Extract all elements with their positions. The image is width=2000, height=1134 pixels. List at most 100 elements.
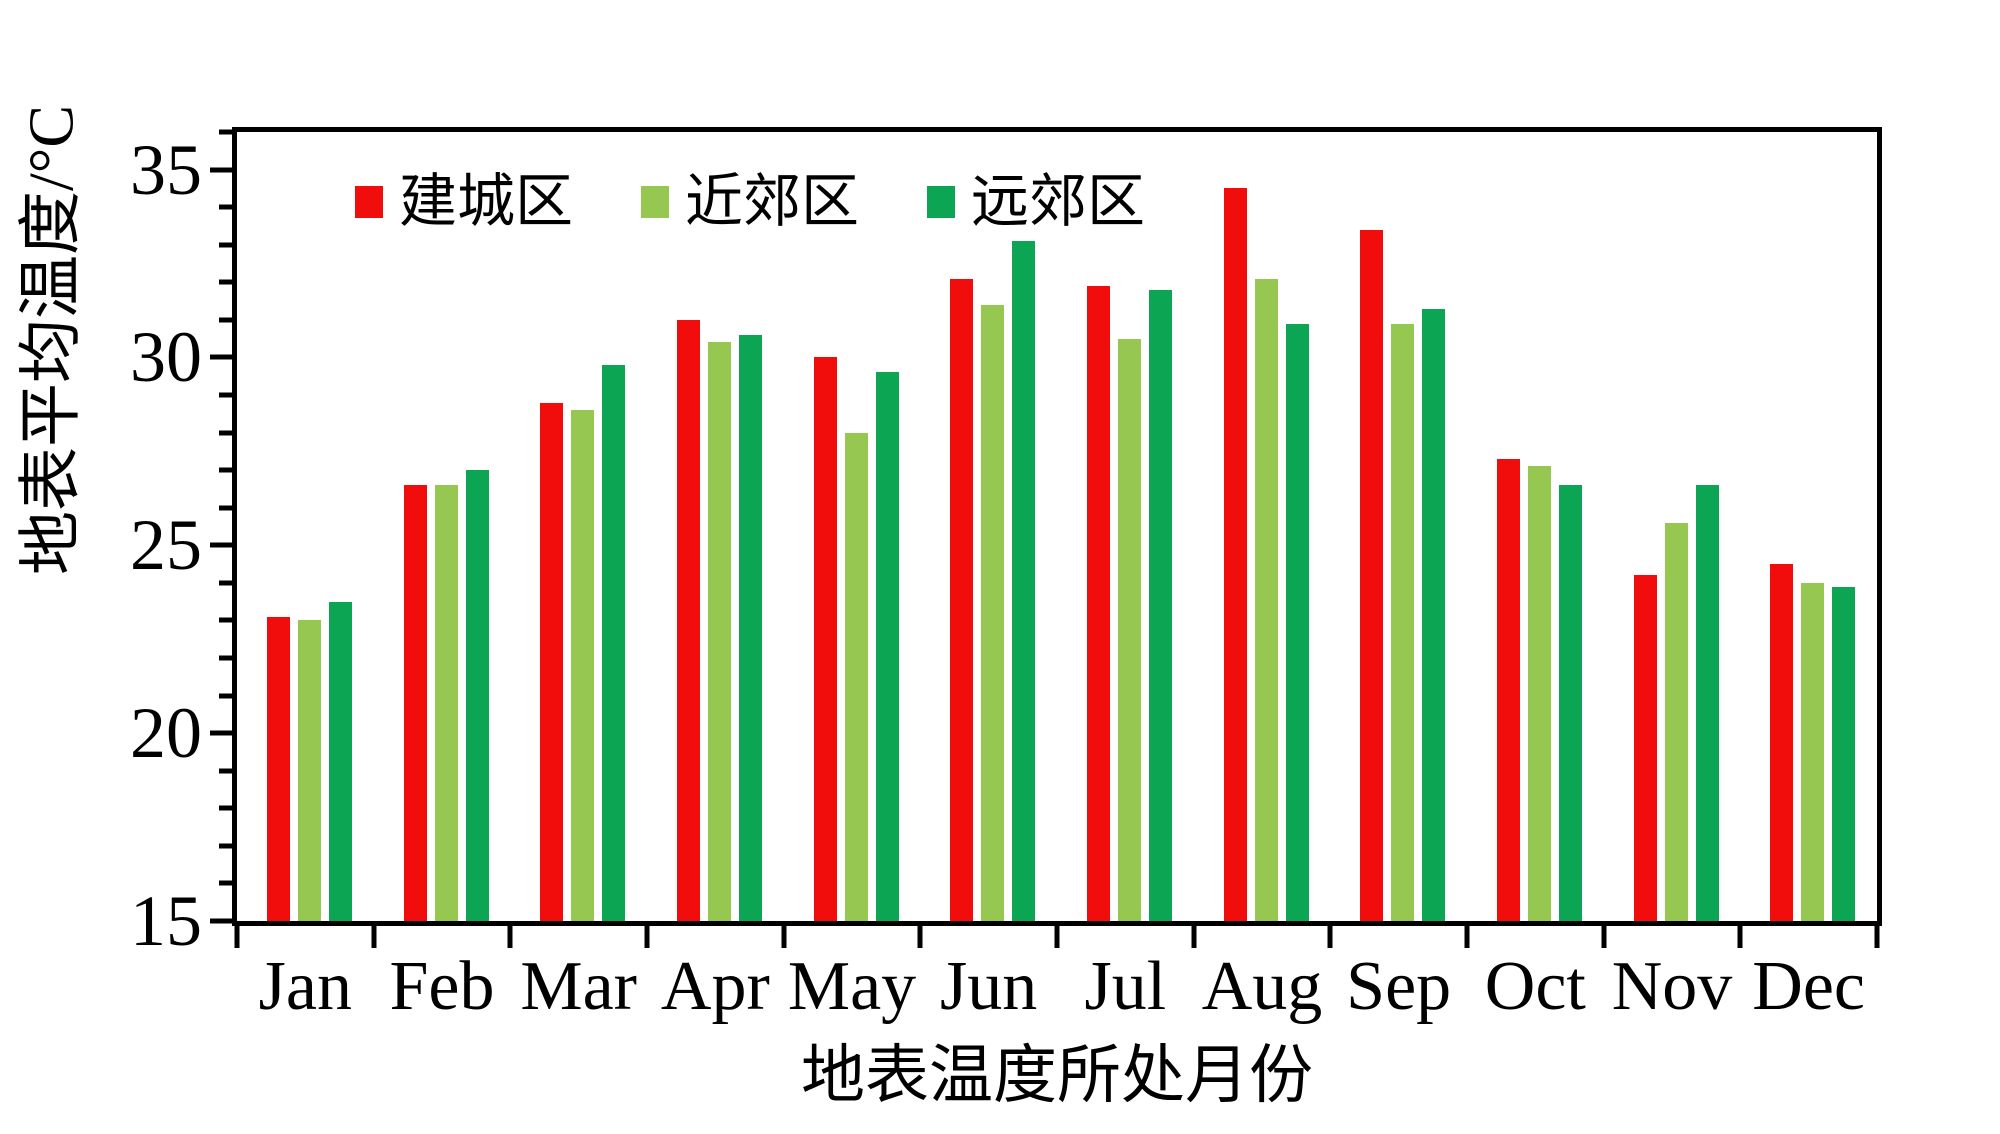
x-tick-0	[234, 926, 240, 948]
bar-jul-series1	[1087, 286, 1110, 921]
y-minor-tick-27	[219, 467, 232, 473]
y-major-tick-15	[210, 918, 232, 924]
month-label-sep: Sep	[1346, 948, 1452, 1025]
month-label-apr: Apr	[660, 948, 770, 1025]
bar-mar-series3	[602, 364, 626, 921]
legend-label-series2: 近郊区	[685, 169, 860, 234]
month-label-jun: Jun	[940, 948, 1038, 1025]
ytick-label-20: 20	[130, 693, 202, 774]
bar-feb-series1	[403, 485, 427, 921]
bar-jan-series3	[329, 601, 352, 921]
month-label-nov: Nov	[1611, 948, 1733, 1025]
bar-oct-series3	[1559, 485, 1582, 921]
month-label-jan: Jan	[258, 948, 352, 1025]
bar-mar-series1	[540, 402, 564, 921]
bar-feb-series2	[434, 485, 458, 921]
x-tick-10	[1601, 926, 1607, 948]
ytick-label-25: 25	[130, 505, 202, 586]
x-tick-8	[1327, 926, 1333, 948]
month-label-oct: Oct	[1484, 948, 1586, 1025]
y-minor-tick-29	[219, 392, 232, 398]
bar-apr-series1	[677, 319, 700, 921]
month-label-aug: Aug	[1201, 948, 1323, 1025]
legend-label-series1: 建城区	[399, 169, 574, 234]
bar-sep-series2	[1391, 323, 1415, 921]
x-tick-11	[1737, 926, 1743, 948]
y-minor-tick-16	[219, 880, 232, 886]
y-minor-tick-22	[219, 655, 232, 661]
legend-swatch-series3	[927, 185, 956, 218]
bar-jul-series3	[1149, 289, 1172, 921]
month-label-dec: Dec	[1752, 948, 1866, 1025]
bar-may-series2	[844, 432, 868, 921]
bar-feb-series3	[465, 470, 489, 921]
bar-nov-series1	[1633, 575, 1657, 921]
legend-item-series1: 建城区	[355, 170, 573, 234]
y-minor-tick-19	[219, 768, 232, 774]
legend-item-series2: 近郊区	[641, 170, 859, 234]
month-label-mar: Mar	[520, 948, 637, 1025]
bar-apr-series2	[708, 342, 731, 921]
bar-jun-series3	[1012, 240, 1036, 921]
x-tick-9	[1464, 926, 1470, 948]
y-minor-tick-33	[219, 242, 232, 248]
legend: 建城区 近郊区 远郊区	[355, 170, 1145, 234]
bar-dec-series2	[1801, 582, 1825, 921]
y-minor-tick-34	[219, 204, 232, 210]
y-major-tick-20	[210, 730, 232, 736]
bar-apr-series3	[739, 334, 762, 921]
legend-item-series3: 远郊区	[927, 170, 1145, 234]
legend-swatch-series2	[641, 185, 670, 218]
bar-dec-series3	[1832, 586, 1856, 921]
y-minor-tick-21	[219, 693, 232, 699]
bar-nov-series2	[1664, 522, 1688, 921]
bar-aug-series1	[1223, 188, 1247, 921]
x-axis-title: 地表温度所处月份	[801, 1040, 1313, 1111]
bar-jun-series1	[950, 278, 974, 921]
bar-dec-series1	[1770, 564, 1794, 921]
y-minor-tick-36	[219, 129, 232, 135]
bar-oct-series1	[1497, 458, 1520, 921]
x-tick-2	[507, 926, 513, 948]
bar-jan-series2	[298, 620, 321, 921]
ytick-label-15: 15	[130, 881, 202, 961]
month-label-may: May	[787, 948, 917, 1025]
x-tick-4	[781, 926, 787, 948]
bar-oct-series2	[1528, 466, 1551, 921]
bar-aug-series3	[1285, 323, 1309, 921]
y-minor-tick-31	[219, 317, 232, 323]
legend-swatch-series1	[355, 185, 383, 218]
x-tick-3	[644, 926, 650, 948]
x-tick-12	[1874, 926, 1880, 948]
ytick-label-35: 35	[130, 129, 202, 210]
y-minor-tick-17	[219, 843, 232, 849]
y-minor-tick-18	[219, 805, 232, 811]
ytick-label-30: 30	[130, 317, 202, 398]
legend-label-series3: 远郊区	[971, 169, 1146, 234]
x-tick-5	[917, 926, 923, 948]
y-minor-tick-24	[219, 580, 232, 586]
bar-may-series3	[875, 372, 899, 921]
month-label-jul: Jul	[1084, 948, 1167, 1025]
bar-mar-series2	[571, 410, 595, 921]
y-minor-tick-23	[219, 617, 232, 623]
bar-jan-series1	[267, 616, 290, 921]
y-major-tick-25	[210, 542, 232, 548]
bar-jun-series2	[981, 304, 1005, 921]
y-minor-tick-28	[219, 430, 232, 436]
y-minor-tick-32	[219, 279, 232, 285]
bar-aug-series2	[1254, 278, 1278, 921]
bar-nov-series3	[1695, 485, 1719, 921]
plot-area: 建城区 近郊区 远郊区	[210, 127, 1882, 948]
month-label-feb: Feb	[389, 948, 495, 1025]
bar-sep-series1	[1360, 229, 1384, 921]
y-major-tick-35	[210, 167, 232, 173]
y-major-tick-30	[210, 354, 232, 360]
bar-sep-series3	[1422, 308, 1446, 921]
x-tick-1	[371, 926, 377, 948]
bar-jul-series2	[1118, 338, 1141, 921]
x-tick-6	[1054, 926, 1060, 948]
bar-may-series1	[813, 357, 837, 921]
x-tick-7	[1191, 926, 1197, 948]
